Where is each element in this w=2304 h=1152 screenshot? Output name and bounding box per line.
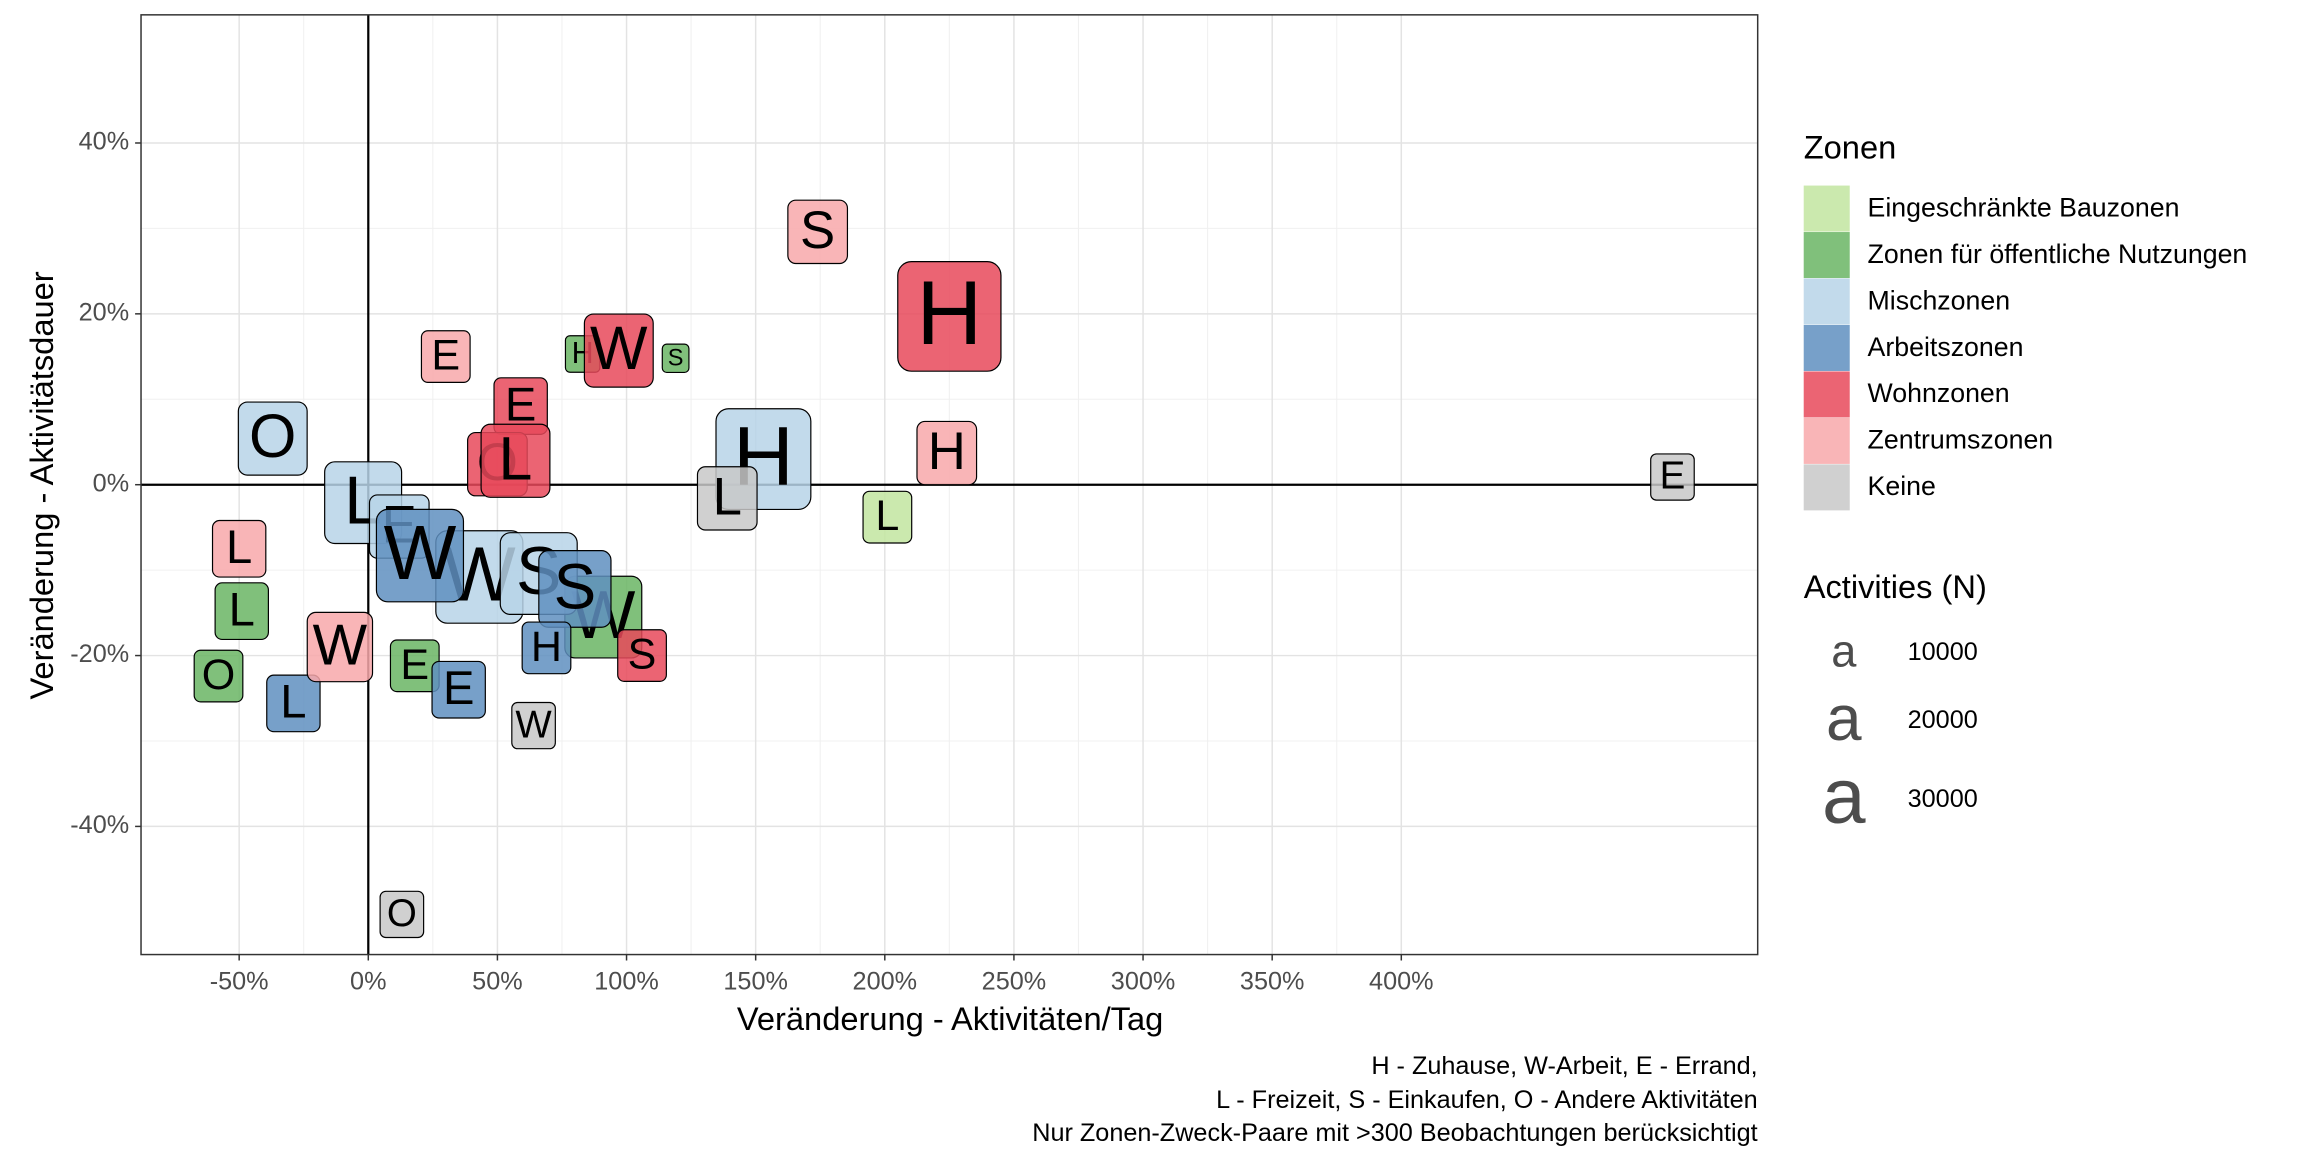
point-label-box <box>787 199 849 265</box>
legend-key <box>1803 185 1850 232</box>
point-label-box <box>916 420 978 486</box>
legend-label: Eingeschränkte Bauzonen <box>1868 192 2180 222</box>
point-label-box <box>306 611 374 683</box>
point-label: E <box>1660 455 1686 498</box>
legend-label: Wohnzonen <box>1868 378 2010 408</box>
point-label-box <box>696 466 758 531</box>
y-tick-label: 0% <box>93 469 129 497</box>
x-tick-label: 400% <box>1369 967 1434 995</box>
point-label-box <box>193 649 244 703</box>
point-label-box <box>661 343 690 374</box>
legend: Eingeschränkte Bauzonen Zonen für öffentl… <box>1803 185 2248 839</box>
point-label-box <box>211 519 267 578</box>
point-label: W <box>313 614 368 678</box>
point-label: O <box>387 892 417 935</box>
point-label: E <box>431 332 460 380</box>
point-label-box <box>420 330 471 383</box>
legend-label: Mischzonen <box>1868 285 2011 315</box>
point-label: L <box>499 424 533 492</box>
legend-label: Zentrumszonen <box>1868 425 2054 455</box>
point-label: E <box>400 641 429 689</box>
points: LHSWLOEOHLEWSWSLEHHWEOLSSEHLWELWO <box>193 199 1695 939</box>
size-key-glyph: a <box>1826 682 1862 754</box>
legend-key <box>1803 324 1850 371</box>
y-tick-label: -40% <box>70 811 129 839</box>
point-label-box <box>538 550 612 628</box>
size-legend-label: 10000 <box>1908 638 1978 666</box>
point-label-box <box>862 490 913 544</box>
size-key-glyph: a <box>1831 626 1857 677</box>
legend-label: Keine <box>1868 471 1936 501</box>
caption: Nur Zonen-Zweck-Paare mit >300 Beobachtu… <box>1032 1119 1757 1147</box>
point-label-box <box>237 401 308 476</box>
point-label: L <box>229 582 255 635</box>
point-label-box <box>375 508 465 603</box>
point-label: S <box>668 344 684 370</box>
point-label: O <box>249 402 296 470</box>
legend-key <box>1803 464 1850 511</box>
x-tick-label: 100% <box>594 967 659 995</box>
size-key-glyph: a <box>1822 751 1866 839</box>
x-tick-label: 350% <box>1240 967 1305 995</box>
point-label: H <box>928 422 966 481</box>
point-label-box <box>266 674 321 733</box>
legend-key <box>1803 278 1850 325</box>
point-label: W <box>515 703 552 746</box>
x-tick-label: 300% <box>1111 967 1176 995</box>
point-label: W <box>384 510 457 596</box>
point-label: H <box>916 262 982 364</box>
point-label-box <box>897 261 1002 372</box>
legend-key <box>1803 232 1850 279</box>
caption: L - Freizeit, S - Einkaufen, O - Andere … <box>1216 1086 1758 1114</box>
point-label: S <box>554 550 597 622</box>
point-label: L <box>875 492 899 540</box>
point-label-box <box>521 621 572 675</box>
point-label-box <box>379 890 425 939</box>
point-label: S <box>800 201 835 260</box>
y-axis-label: Veränderung - Aktivitätsdauer <box>23 271 60 699</box>
point-label: S <box>628 631 657 679</box>
point-label: E <box>505 377 536 430</box>
x-tick-label: 150% <box>723 967 788 995</box>
point-label: O <box>202 651 235 699</box>
size-legend-label: 30000 <box>1908 785 1978 813</box>
legend-label: Arbeitszonen <box>1868 332 2024 362</box>
size-legend-title: Activities (N) <box>1804 568 1987 605</box>
point-label-box <box>1650 453 1695 501</box>
legend-title: Zonen <box>1804 129 1897 166</box>
point-label-box <box>214 582 269 641</box>
point-label: W <box>590 314 648 382</box>
size-legend-label: 20000 <box>1908 706 1978 734</box>
point-label-box <box>617 629 667 682</box>
point-label-box <box>583 313 654 388</box>
point-label-box <box>511 701 556 750</box>
legend-key <box>1803 371 1850 418</box>
point-label-box <box>480 423 551 498</box>
point-label-box <box>431 660 486 719</box>
x-tick-label: 200% <box>853 967 918 995</box>
legend-label: Zonen für öffentliche Nutzungen <box>1868 239 2248 269</box>
y-tick-label: 40% <box>79 128 129 156</box>
x-tick-label: -50% <box>210 967 269 995</box>
x-tick-label: 0% <box>350 967 386 995</box>
x-tick-label: 250% <box>982 967 1047 995</box>
legend-key <box>1803 417 1850 464</box>
caption: H - Zuhause, W-Arbeit, E - Errand, <box>1371 1052 1757 1080</box>
point-label: E <box>443 661 474 714</box>
x-axis-label: Veränderung - Aktivitäten/Tag <box>737 1000 1163 1037</box>
point-label: L <box>713 467 742 526</box>
point-label: L <box>226 520 252 573</box>
grid <box>141 14 1758 955</box>
point-label: H <box>531 623 562 671</box>
x-tick-label: 50% <box>472 967 522 995</box>
y-tick-label: -20% <box>70 640 129 668</box>
point-label: L <box>280 675 306 728</box>
y-tick-label: 20% <box>79 299 129 327</box>
